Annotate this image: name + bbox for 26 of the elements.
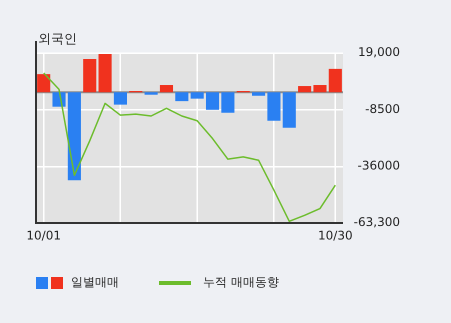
x-tick-label: 10/01 (26, 228, 61, 242)
x-tick-label: 10/30 (318, 228, 353, 242)
y-tick-label: -63,300 (354, 215, 400, 230)
y-tick-label: -8500 (365, 102, 400, 116)
bar (221, 92, 234, 113)
bar (114, 92, 127, 105)
bar (313, 85, 327, 92)
bar (37, 74, 50, 92)
bar (190, 92, 204, 99)
y-tick-label: -36000 (357, 158, 400, 173)
bar (252, 92, 266, 96)
bar (175, 92, 188, 102)
bar (282, 92, 296, 128)
bar (144, 92, 158, 95)
chart-title: 외국인 (38, 31, 77, 48)
bar (98, 54, 112, 92)
bar (298, 86, 312, 92)
bar (328, 68, 342, 92)
y-tick-label: 19,000 (358, 45, 400, 60)
bar (267, 92, 280, 121)
bar (68, 92, 81, 180)
legend-label: 누적 매매동향 (203, 274, 279, 291)
legend-label: 일별매매 (71, 274, 119, 291)
bar (83, 58, 96, 92)
bar (160, 85, 174, 92)
bar (206, 92, 220, 110)
